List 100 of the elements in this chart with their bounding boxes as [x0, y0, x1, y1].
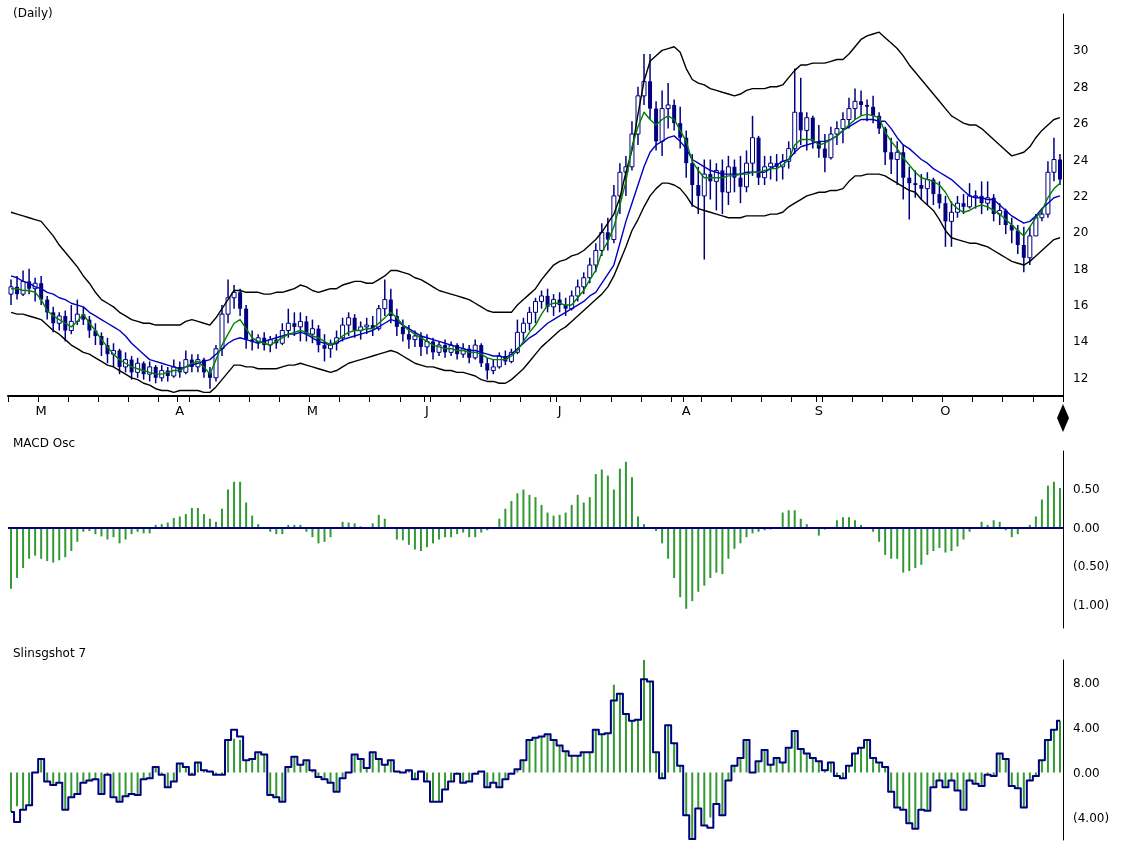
bar: [377, 759, 380, 773]
bar: [649, 681, 652, 773]
bar: [962, 527, 965, 540]
bar: [956, 527, 959, 547]
bar: [492, 772, 495, 783]
bar: [178, 516, 181, 528]
bar: [395, 527, 398, 540]
y-tick-label: 4.00: [1073, 720, 1100, 735]
bar: [221, 508, 224, 528]
bar: [624, 714, 627, 773]
bar: [558, 745, 561, 773]
bar: [58, 772, 61, 783]
bar: [28, 772, 31, 806]
bar: [920, 772, 923, 810]
bar: [46, 527, 49, 562]
bar: [1040, 760, 1043, 773]
bar: [190, 507, 193, 528]
bar: [630, 477, 633, 528]
bar: [58, 527, 61, 561]
y-tick-label: 28: [1073, 79, 1089, 94]
bar: [624, 461, 627, 528]
bar: [1046, 485, 1049, 528]
bar: [896, 527, 899, 559]
bar: [685, 527, 688, 609]
bar: [522, 760, 525, 773]
y-tick-label: 22: [1073, 188, 1089, 203]
bar: [558, 514, 561, 528]
bar: [576, 755, 579, 773]
chart-title: (Daily): [13, 6, 53, 20]
candlestick: [913, 169, 918, 199]
candlestick: [485, 357, 490, 381]
bar: [1058, 720, 1061, 773]
bar: [793, 510, 796, 528]
bar: [263, 754, 266, 773]
bar: [685, 772, 688, 816]
bar: [727, 527, 730, 559]
bar: [564, 512, 567, 528]
bar: [323, 527, 326, 542]
bar: [908, 772, 911, 824]
bar: [293, 756, 296, 773]
bar: [703, 527, 706, 586]
candlestick: [696, 166, 701, 215]
bar: [829, 762, 832, 773]
bar: [739, 527, 742, 544]
bar: [636, 516, 639, 528]
bar: [847, 517, 850, 528]
bar: [956, 772, 959, 791]
bar: [673, 527, 676, 578]
bar: [841, 517, 844, 528]
bar: [528, 739, 531, 773]
bar: [196, 507, 199, 528]
bar: [275, 772, 278, 798]
bar: [552, 739, 555, 773]
bar: [944, 772, 947, 788]
bar: [546, 512, 549, 528]
bar: [438, 527, 441, 540]
candlestick: [810, 115, 815, 150]
candlestick: [690, 153, 695, 208]
bar: [805, 753, 808, 773]
chart-title: MACD Osc: [13, 436, 76, 450]
bar: [438, 772, 441, 802]
candlestick: [865, 98, 870, 123]
bar: [781, 762, 784, 773]
bar: [239, 481, 242, 528]
bar: [239, 739, 242, 773]
bar: [890, 527, 893, 559]
bar: [281, 772, 284, 802]
bar: [564, 751, 567, 773]
bar: [184, 514, 187, 528]
bar: [932, 527, 935, 552]
bar: [540, 504, 543, 528]
bar: [70, 527, 73, 552]
candlestick: [907, 166, 912, 221]
bar: [540, 736, 543, 773]
bar: [570, 755, 573, 773]
bar: [721, 527, 724, 575]
y-tick-label: (4.00): [1073, 810, 1110, 825]
bar: [811, 757, 814, 773]
bar: [938, 527, 941, 548]
bar: [757, 761, 760, 773]
bar: [944, 527, 947, 553]
bar: [34, 527, 37, 556]
y-tick-label: 20: [1073, 225, 1089, 240]
bar: [878, 762, 881, 773]
bar: [22, 772, 25, 810]
bar: [998, 753, 1001, 773]
bar: [817, 761, 820, 773]
candlestick: [738, 155, 743, 204]
y-tick-label: 8.00: [1073, 675, 1100, 690]
bar: [528, 494, 531, 528]
candlestick: [871, 95, 876, 124]
bar: [40, 759, 43, 773]
bar: [890, 772, 893, 792]
bar: [872, 757, 875, 773]
bar: [655, 752, 658, 773]
bar: [763, 750, 766, 773]
bar: [534, 737, 537, 773]
bar: [884, 527, 887, 555]
bar: [498, 772, 501, 788]
bar: [1052, 729, 1055, 773]
